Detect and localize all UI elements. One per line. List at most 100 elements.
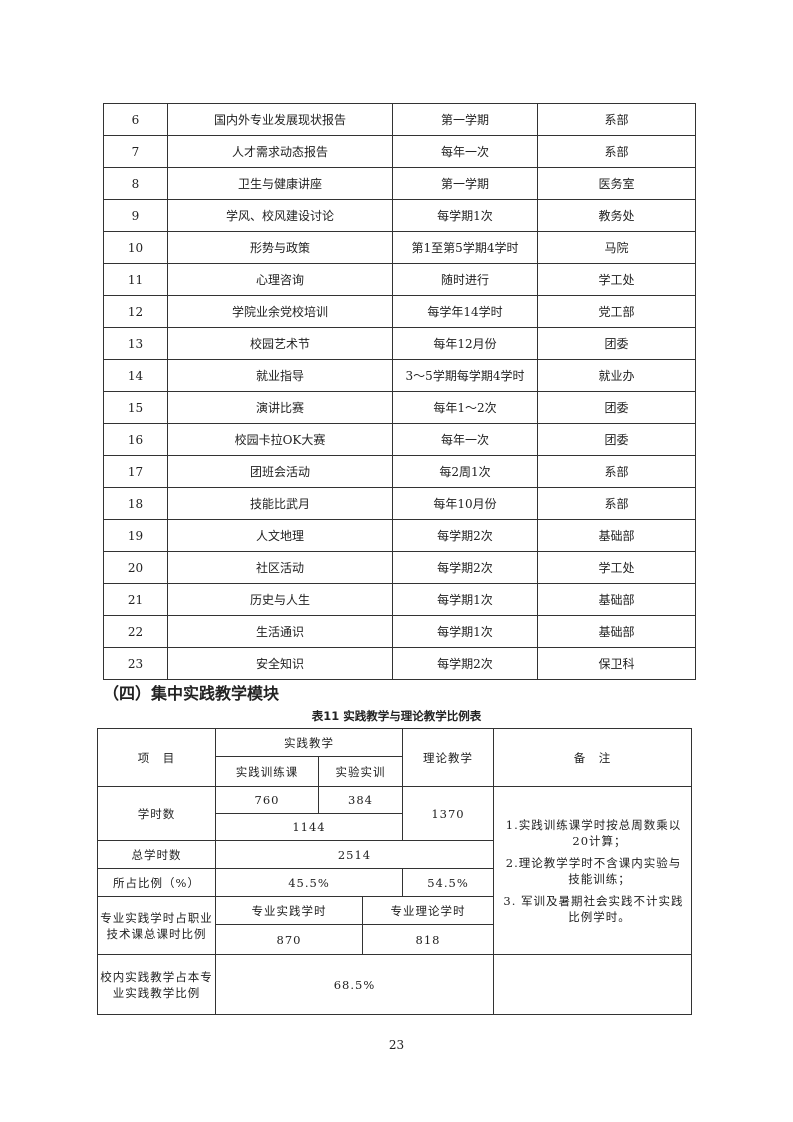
table-row: 22 生活通识 每学期1次 基础部 — [103, 615, 696, 648]
schedule: 第一学期 — [392, 103, 538, 136]
schedule: 第一学期 — [392, 167, 538, 200]
department: 团委 — [537, 391, 696, 424]
note: 2.理论教学学时不含课内实验与技能训练； — [505, 855, 682, 886]
schedule: 每年1～2次 — [392, 391, 538, 424]
row-number: 23 — [103, 647, 168, 680]
activity-name: 团班会活动 — [167, 455, 393, 488]
department: 医务室 — [537, 167, 696, 200]
activity-name: 技能比武月 — [167, 487, 393, 520]
note: 3. 军训及暑期社会实践不计实践比例学时。 — [503, 893, 684, 924]
prof-theory-value: 818 — [362, 924, 494, 955]
table-row: 8 卫生与健康讲座 第一学期 医务室 — [103, 167, 696, 200]
remarks-notes: 1.实践训练课学时按总周数乘以20计算； 2.理论教学学时不含课内实验与技能训练… — [493, 786, 692, 955]
department: 教务处 — [537, 199, 696, 232]
schedule: 每学年14学时 — [392, 295, 538, 328]
header-remarks: 备 注 — [493, 728, 692, 787]
activity-name: 历史与人生 — [167, 583, 393, 616]
row-number: 21 — [103, 583, 168, 616]
row-number: 8 — [103, 167, 168, 200]
total-label: 总学时数 — [97, 840, 216, 869]
note: 1.实践训练课学时按总周数乘以20计算； — [505, 817, 682, 848]
department: 系部 — [537, 135, 696, 168]
department: 就业办 — [537, 359, 696, 392]
activity-name: 心理咨询 — [167, 263, 393, 296]
header-theory: 理论教学 — [402, 728, 494, 787]
prof-theory-header: 专业理论学时 — [362, 896, 494, 925]
section-heading: （四）集中实践教学模块 — [103, 684, 280, 703]
row-number: 12 — [103, 295, 168, 328]
schedule: 每学期2次 — [392, 551, 538, 584]
table-row: 20 社区活动 每学期2次 学工处 — [103, 551, 696, 584]
row-number: 9 — [103, 199, 168, 232]
row-number: 18 — [103, 487, 168, 520]
table-row: 6 国内外专业发展现状报告 第一学期 系部 — [103, 103, 696, 136]
table-row: 18 技能比武月 每年10月份 系部 — [103, 487, 696, 520]
hours-theory: 1370 — [402, 786, 494, 841]
activity-name: 校园卡拉OK大赛 — [167, 423, 393, 456]
ratio-theory: 54.5% — [402, 868, 494, 897]
activity-name: 安全知识 — [167, 647, 393, 680]
department: 基础部 — [537, 519, 696, 552]
total-value: 2514 — [215, 840, 494, 869]
activity-name: 人文地理 — [167, 519, 393, 552]
department: 马院 — [537, 231, 696, 264]
table-row: 23 安全知识 每学期2次 保卫科 — [103, 647, 696, 680]
activity-name: 校园艺术节 — [167, 327, 393, 360]
schedule: 随时进行 — [392, 263, 538, 296]
activity-name: 生活通识 — [167, 615, 393, 648]
schedule: 每年一次 — [392, 423, 538, 456]
campus-value: 68.5% — [215, 954, 494, 1015]
activity-name: 卫生与健康讲座 — [167, 167, 393, 200]
table-row: 14 就业指导 3～5学期每学期4学时 就业办 — [103, 359, 696, 392]
page-number: 23 — [388, 1038, 405, 1052]
schedule: 每年10月份 — [392, 487, 538, 520]
empty-cell — [493, 954, 692, 1015]
row-number: 6 — [103, 103, 168, 136]
activity-name: 演讲比赛 — [167, 391, 393, 424]
header-lab: 实验实训 — [318, 756, 403, 787]
header-practice: 实践教学 — [215, 728, 403, 757]
header-practice-training: 实践训练课 — [215, 756, 319, 787]
activities-table: 6 国内外专业发展现状报告 第一学期 系部 7 人才需求动态报告 每年一次 系部 8 卫生与健康讲… — [103, 103, 696, 680]
hours-training: 760 — [215, 786, 319, 814]
department: 学工处 — [537, 551, 696, 584]
row-number: 19 — [103, 519, 168, 552]
row-number: 14 — [103, 359, 168, 392]
table-row: 10 形势与政策 第1至第5学期4学时 马院 — [103, 231, 696, 264]
department: 系部 — [537, 103, 696, 136]
activity-name: 学风、校风建设讨论 — [167, 199, 393, 232]
header-item: 项 目 — [97, 728, 216, 787]
table-row: 15 演讲比赛 每年1～2次 团委 — [103, 391, 696, 424]
table-row: 11 心理咨询 随时进行 学工处 — [103, 263, 696, 296]
activity-name: 人才需求动态报告 — [167, 135, 393, 168]
row-number: 13 — [103, 327, 168, 360]
department: 党工部 — [537, 295, 696, 328]
ratio-label: 所占比例（%） — [97, 868, 216, 897]
prof-practice-value: 870 — [215, 924, 363, 955]
department: 基础部 — [537, 615, 696, 648]
ratio-practice: 45.5% — [215, 868, 403, 897]
department: 系部 — [537, 487, 696, 520]
table-row: 12 学院业余党校培训 每学年14学时 党工部 — [103, 295, 696, 328]
activity-name: 社区活动 — [167, 551, 393, 584]
row-number: 11 — [103, 263, 168, 296]
department: 系部 — [537, 455, 696, 488]
prof-practice-header: 专业实践学时 — [215, 896, 363, 925]
activity-name: 国内外专业发展现状报告 — [167, 103, 393, 136]
department: 团委 — [537, 423, 696, 456]
department: 基础部 — [537, 583, 696, 616]
row-number: 22 — [103, 615, 168, 648]
schedule: 每学期1次 — [392, 583, 538, 616]
row-number: 17 — [103, 455, 168, 488]
department: 学工处 — [537, 263, 696, 296]
schedule: 每学期2次 — [392, 519, 538, 552]
campus-label: 校内实践教学占本专业实践教学比例 — [97, 954, 216, 1015]
table-row: 19 人文地理 每学期2次 基础部 — [103, 519, 696, 552]
table-row: 7 人才需求动态报告 每年一次 系部 — [103, 135, 696, 168]
table-caption: 表11 实践教学与理论教学比例表 — [311, 709, 482, 723]
table-row: 17 团班会活动 每2周1次 系部 — [103, 455, 696, 488]
table-row: 16 校园卡拉OK大赛 每年一次 团委 — [103, 423, 696, 456]
row-number: 20 — [103, 551, 168, 584]
activity-name: 形势与政策 — [167, 231, 393, 264]
schedule: 每学期1次 — [392, 615, 538, 648]
